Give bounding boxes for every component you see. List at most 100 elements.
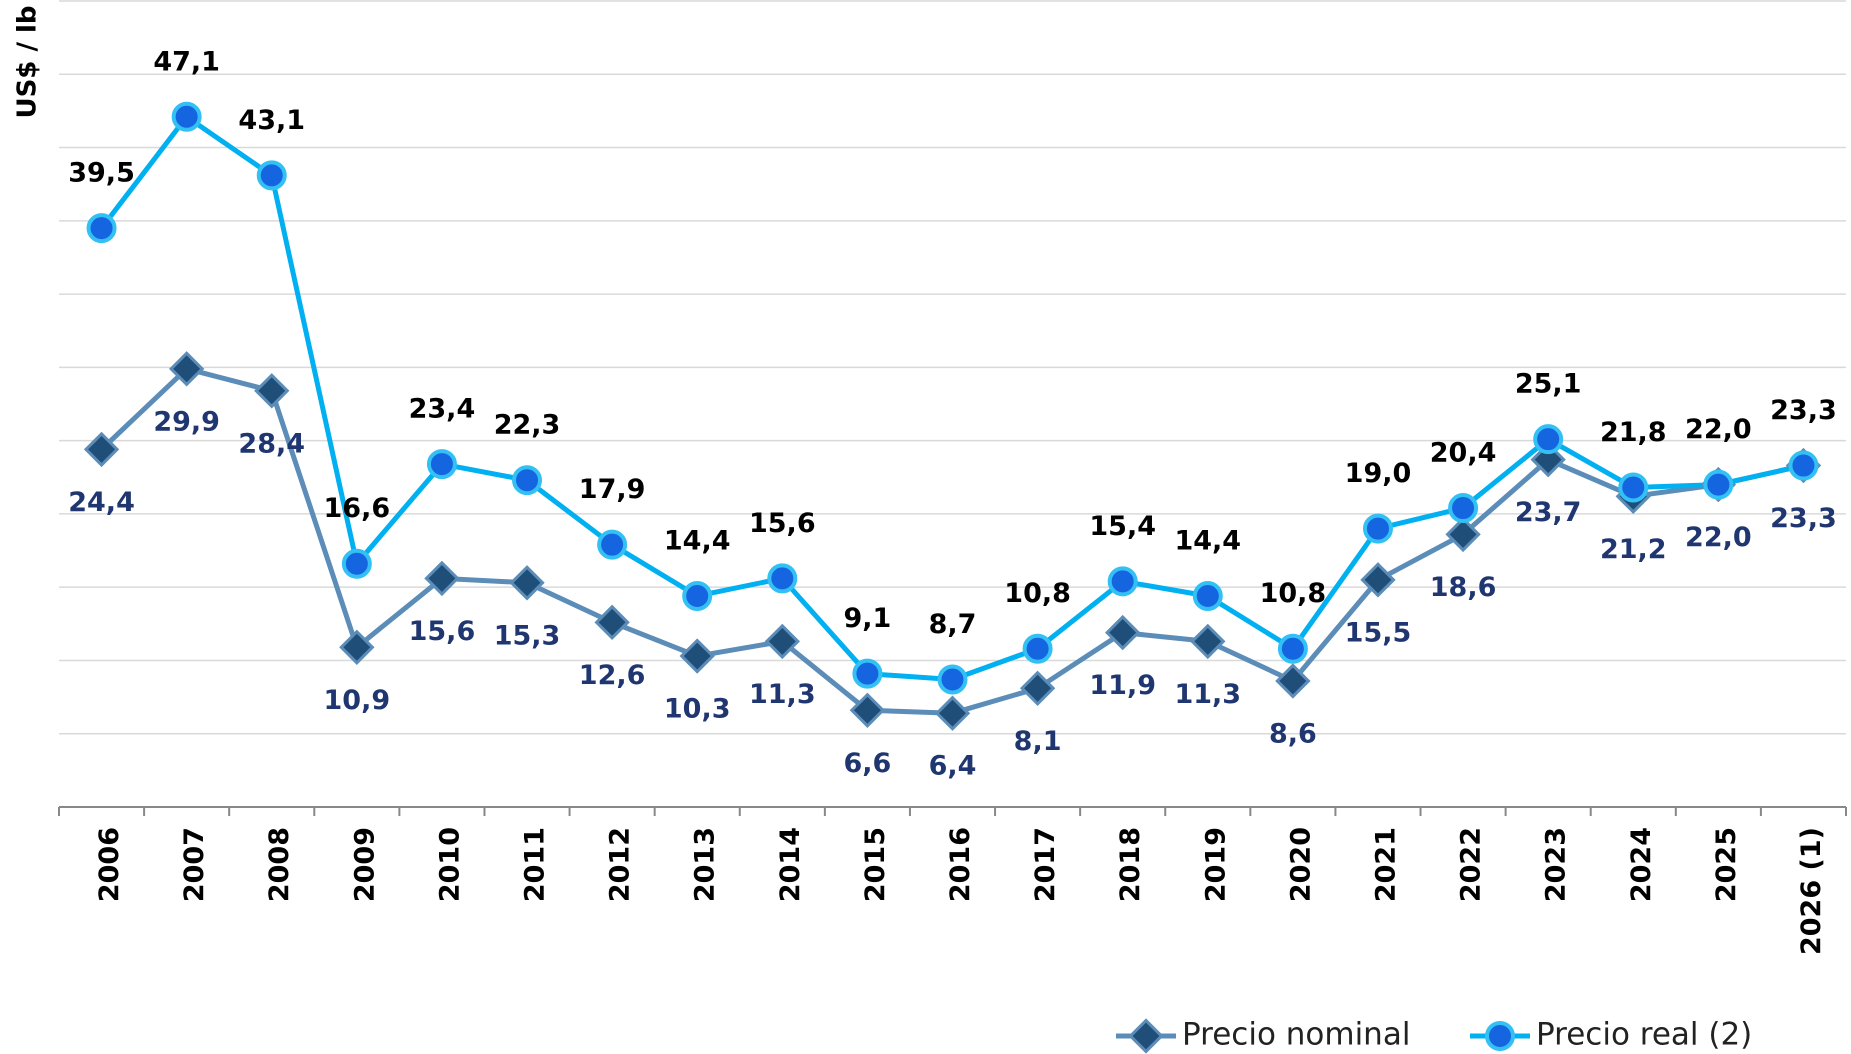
data-label: 6,6 xyxy=(843,748,891,779)
marker xyxy=(1019,670,1056,706)
marker xyxy=(1448,493,1479,524)
data-label: 22,0 xyxy=(1685,522,1752,553)
marker xyxy=(1703,469,1734,500)
marker xyxy=(597,529,628,560)
marker xyxy=(679,638,715,674)
data-label: 29,9 xyxy=(153,406,220,437)
marker xyxy=(1107,566,1138,597)
marker xyxy=(168,351,205,387)
marker xyxy=(171,101,202,132)
marker xyxy=(1275,663,1311,699)
marker xyxy=(341,548,372,579)
x-tick-label: 2015 xyxy=(860,827,891,902)
x-tick-label: 2013 xyxy=(690,827,721,902)
data-label: 10,8 xyxy=(1004,578,1071,609)
marker xyxy=(424,560,460,597)
x-tick-label: 2020 xyxy=(1285,827,1316,902)
marker xyxy=(1533,424,1564,455)
x-tick-label: 2022 xyxy=(1456,827,1487,902)
data-label: 25,1 xyxy=(1515,369,1582,400)
data-label: 8,6 xyxy=(1269,718,1317,749)
data-label: 21,8 xyxy=(1600,417,1667,448)
data-label: 47,1 xyxy=(153,46,220,77)
data-label: 8,1 xyxy=(1014,726,1062,757)
marker xyxy=(937,664,968,695)
data-label: 14,4 xyxy=(664,525,731,556)
marker xyxy=(934,695,971,731)
marker xyxy=(1105,614,1141,651)
data-label: 18,6 xyxy=(1430,572,1497,603)
marker xyxy=(1022,633,1053,664)
x-tick-label: 2011 xyxy=(520,827,551,902)
data-label: 8,7 xyxy=(929,609,977,640)
x-tick-label: 2006 xyxy=(94,827,125,902)
data-label: 22,3 xyxy=(494,410,561,441)
data-label: 16,6 xyxy=(324,493,391,524)
marker xyxy=(852,658,883,689)
x-tick-label: 2008 xyxy=(264,827,295,902)
marker xyxy=(254,373,290,409)
x-tick-label: 2021 xyxy=(1370,827,1401,902)
marker xyxy=(426,449,457,480)
x-tick-label: 2019 xyxy=(1200,827,1231,902)
marker xyxy=(1618,472,1649,503)
marker xyxy=(509,565,545,601)
data-label: 11,9 xyxy=(1089,670,1156,701)
data-label: 10,3 xyxy=(664,694,731,725)
marker xyxy=(1192,580,1223,611)
data-label: 19,0 xyxy=(1345,458,1412,489)
marker xyxy=(86,213,117,244)
data-label: 15,3 xyxy=(494,620,561,651)
legend-label: Precio real (2) xyxy=(1536,1017,1752,1053)
marker xyxy=(1190,623,1226,660)
data-label: 15,6 xyxy=(749,508,816,539)
data-label: 20,4 xyxy=(1430,438,1497,469)
data-label: 21,2 xyxy=(1600,534,1667,565)
data-label: 6,4 xyxy=(929,751,977,782)
data-label: 10,8 xyxy=(1260,578,1327,609)
data-label: 12,6 xyxy=(579,660,646,691)
x-tick-label: 2010 xyxy=(434,827,465,902)
data-label: 22,0 xyxy=(1685,414,1752,445)
data-label: 15,6 xyxy=(409,616,476,647)
legend-marker xyxy=(1128,1018,1164,1054)
marker xyxy=(1788,450,1819,481)
data-label: 39,5 xyxy=(68,158,135,189)
x-tick-label: 2012 xyxy=(605,827,636,902)
x-tick-label: 2009 xyxy=(349,827,380,902)
data-label: 15,4 xyxy=(1089,511,1156,542)
x-tick-label: 2014 xyxy=(775,827,806,902)
x-tick-label: 2016 xyxy=(945,827,976,902)
x-tick-label: 2024 xyxy=(1626,827,1657,902)
x-tick-label: 2017 xyxy=(1030,827,1061,902)
legend-marker xyxy=(1485,1021,1515,1051)
marker xyxy=(594,604,630,641)
data-label: 15,5 xyxy=(1345,617,1412,648)
data-label: 11,3 xyxy=(1174,679,1241,710)
y-axis-label: US$ / lb xyxy=(13,5,43,118)
data-label: 11,3 xyxy=(749,679,816,710)
x-tick-label: 2023 xyxy=(1541,827,1572,902)
marker xyxy=(764,623,800,660)
marker xyxy=(1445,516,1481,553)
data-label: 9,1 xyxy=(843,603,891,634)
x-tick-label: 2018 xyxy=(1115,827,1146,902)
data-label: 10,9 xyxy=(324,685,391,716)
x-tick-label: 2025 xyxy=(1711,827,1742,902)
data-label: 23,3 xyxy=(1770,503,1837,534)
marker xyxy=(83,431,120,468)
x-tick-label: 2007 xyxy=(179,827,210,902)
marker xyxy=(767,563,798,594)
data-label: 17,9 xyxy=(579,474,646,505)
marker xyxy=(849,692,886,728)
marker xyxy=(1362,513,1393,544)
marker xyxy=(339,629,375,665)
x-tick-label: 2026 (1) xyxy=(1796,827,1827,955)
data-label: 14,4 xyxy=(1174,525,1241,556)
marker xyxy=(1277,633,1308,664)
data-label: 43,1 xyxy=(238,105,305,136)
marker xyxy=(1360,562,1396,598)
data-label: 23,3 xyxy=(1770,395,1837,426)
marker xyxy=(256,160,287,191)
